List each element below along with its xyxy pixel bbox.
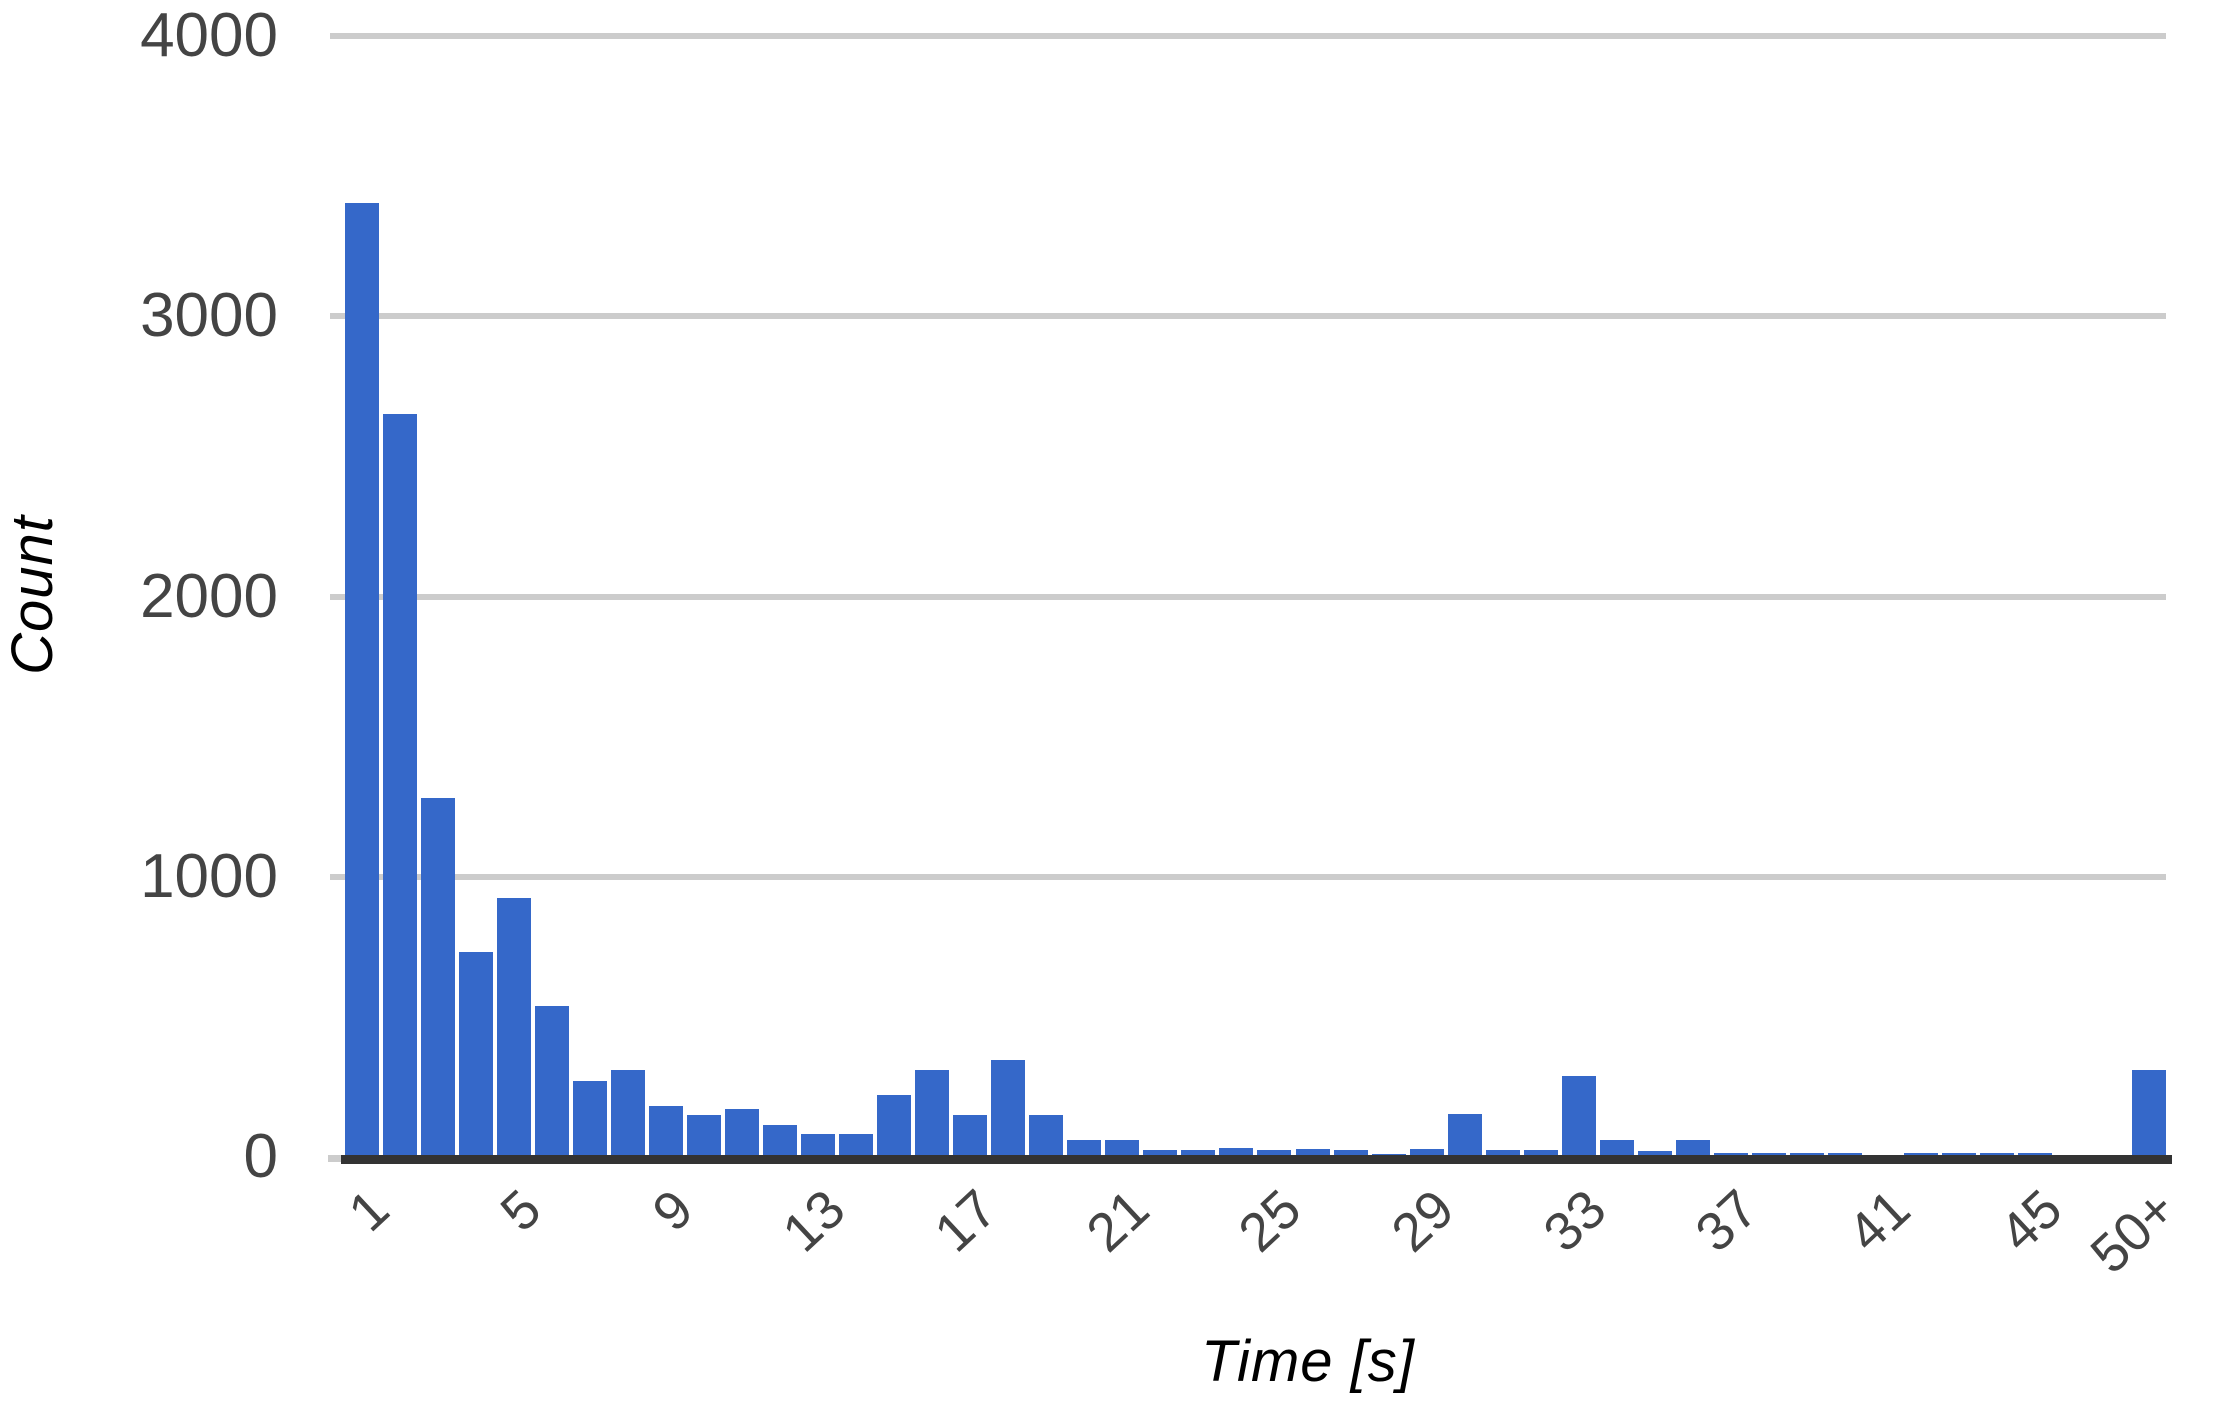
y-tick-label-4000: 4000 bbox=[140, 1, 278, 70]
bar-19[interactable] bbox=[1029, 1114, 1064, 1157]
bar-10[interactable] bbox=[687, 1114, 722, 1157]
bar-7[interactable] bbox=[573, 1080, 608, 1157]
bar-2[interactable] bbox=[383, 414, 418, 1157]
bar-25[interactable] bbox=[1257, 1149, 1292, 1157]
bar-14[interactable] bbox=[839, 1134, 874, 1157]
x-axis-tick-stub bbox=[328, 1155, 341, 1162]
bar-9[interactable] bbox=[649, 1105, 684, 1157]
bar-16[interactable] bbox=[915, 1070, 950, 1157]
bar-13[interactable] bbox=[801, 1134, 836, 1157]
x-axis-line bbox=[341, 1155, 2172, 1164]
bar-20[interactable] bbox=[1067, 1139, 1102, 1157]
x-tick-label-21: 21 bbox=[1075, 1178, 1161, 1264]
bar-29[interactable] bbox=[1409, 1149, 1444, 1157]
bar-27[interactable] bbox=[1333, 1149, 1368, 1157]
bar-40[interactable] bbox=[1827, 1152, 1862, 1157]
gridline-3000 bbox=[330, 313, 2166, 320]
gridline-4000 bbox=[330, 33, 2166, 39]
bar-32[interactable] bbox=[1523, 1149, 1558, 1157]
bar-18[interactable] bbox=[991, 1059, 1026, 1157]
x-tick-label-17: 17 bbox=[923, 1178, 1009, 1264]
bar-26[interactable] bbox=[1295, 1149, 1330, 1157]
bar-3[interactable] bbox=[421, 798, 456, 1157]
bar-12[interactable] bbox=[763, 1124, 798, 1157]
bar-36[interactable] bbox=[1675, 1140, 1710, 1157]
x-tick-label-1: 1 bbox=[337, 1178, 401, 1243]
bar-34[interactable] bbox=[1599, 1140, 1634, 1157]
bar-8[interactable] bbox=[611, 1070, 646, 1157]
bar-11[interactable] bbox=[725, 1108, 760, 1157]
bar-44[interactable] bbox=[1979, 1152, 2014, 1157]
gridline-1000 bbox=[330, 873, 2166, 880]
x-tick-label-9: 9 bbox=[641, 1178, 705, 1243]
bar-31[interactable] bbox=[1485, 1149, 1520, 1157]
bar-23[interactable] bbox=[1181, 1149, 1216, 1157]
y-tick-label-0: 0 bbox=[243, 1122, 278, 1191]
bar-42[interactable] bbox=[1903, 1152, 1938, 1157]
bar-22[interactable] bbox=[1143, 1149, 1178, 1157]
x-tick-label-33: 33 bbox=[1532, 1178, 1618, 1264]
y-tick-label-2000: 2000 bbox=[140, 561, 278, 631]
y-tick-label-3000: 3000 bbox=[140, 281, 278, 351]
x-tick-label-5: 5 bbox=[489, 1178, 553, 1243]
bar-45[interactable] bbox=[2017, 1152, 2052, 1157]
bar-5[interactable] bbox=[497, 897, 532, 1157]
bar-17[interactable] bbox=[953, 1114, 988, 1157]
bar-38[interactable] bbox=[1751, 1152, 1786, 1157]
bar-39[interactable] bbox=[1789, 1152, 1824, 1157]
x-tick-label-29: 29 bbox=[1380, 1178, 1465, 1264]
bar-30[interactable] bbox=[1447, 1114, 1482, 1157]
x-tick-label-13: 13 bbox=[771, 1178, 857, 1264]
bar-35[interactable] bbox=[1637, 1150, 1672, 1157]
x-tick-label-25: 25 bbox=[1228, 1178, 1313, 1264]
x-tick-label-41: 41 bbox=[1836, 1178, 1922, 1264]
bar-37[interactable] bbox=[1713, 1152, 1748, 1157]
bar-1[interactable] bbox=[345, 202, 379, 1157]
x-tick-label-37: 37 bbox=[1684, 1178, 1770, 1264]
x-axis-title: Time [s] bbox=[1201, 1329, 1415, 1394]
bar-21[interactable] bbox=[1105, 1139, 1140, 1157]
bar-50+[interactable] bbox=[2131, 1070, 2166, 1157]
bar-24[interactable] bbox=[1219, 1148, 1254, 1157]
bar-4[interactable] bbox=[459, 952, 494, 1157]
y-tick-label-1000: 1000 bbox=[140, 841, 278, 911]
gridline-2000 bbox=[330, 593, 2166, 600]
bar-15[interactable] bbox=[877, 1094, 912, 1157]
bar-43[interactable] bbox=[1941, 1152, 1976, 1157]
bar-33[interactable] bbox=[1561, 1075, 1596, 1157]
bar-6[interactable] bbox=[535, 1005, 570, 1157]
